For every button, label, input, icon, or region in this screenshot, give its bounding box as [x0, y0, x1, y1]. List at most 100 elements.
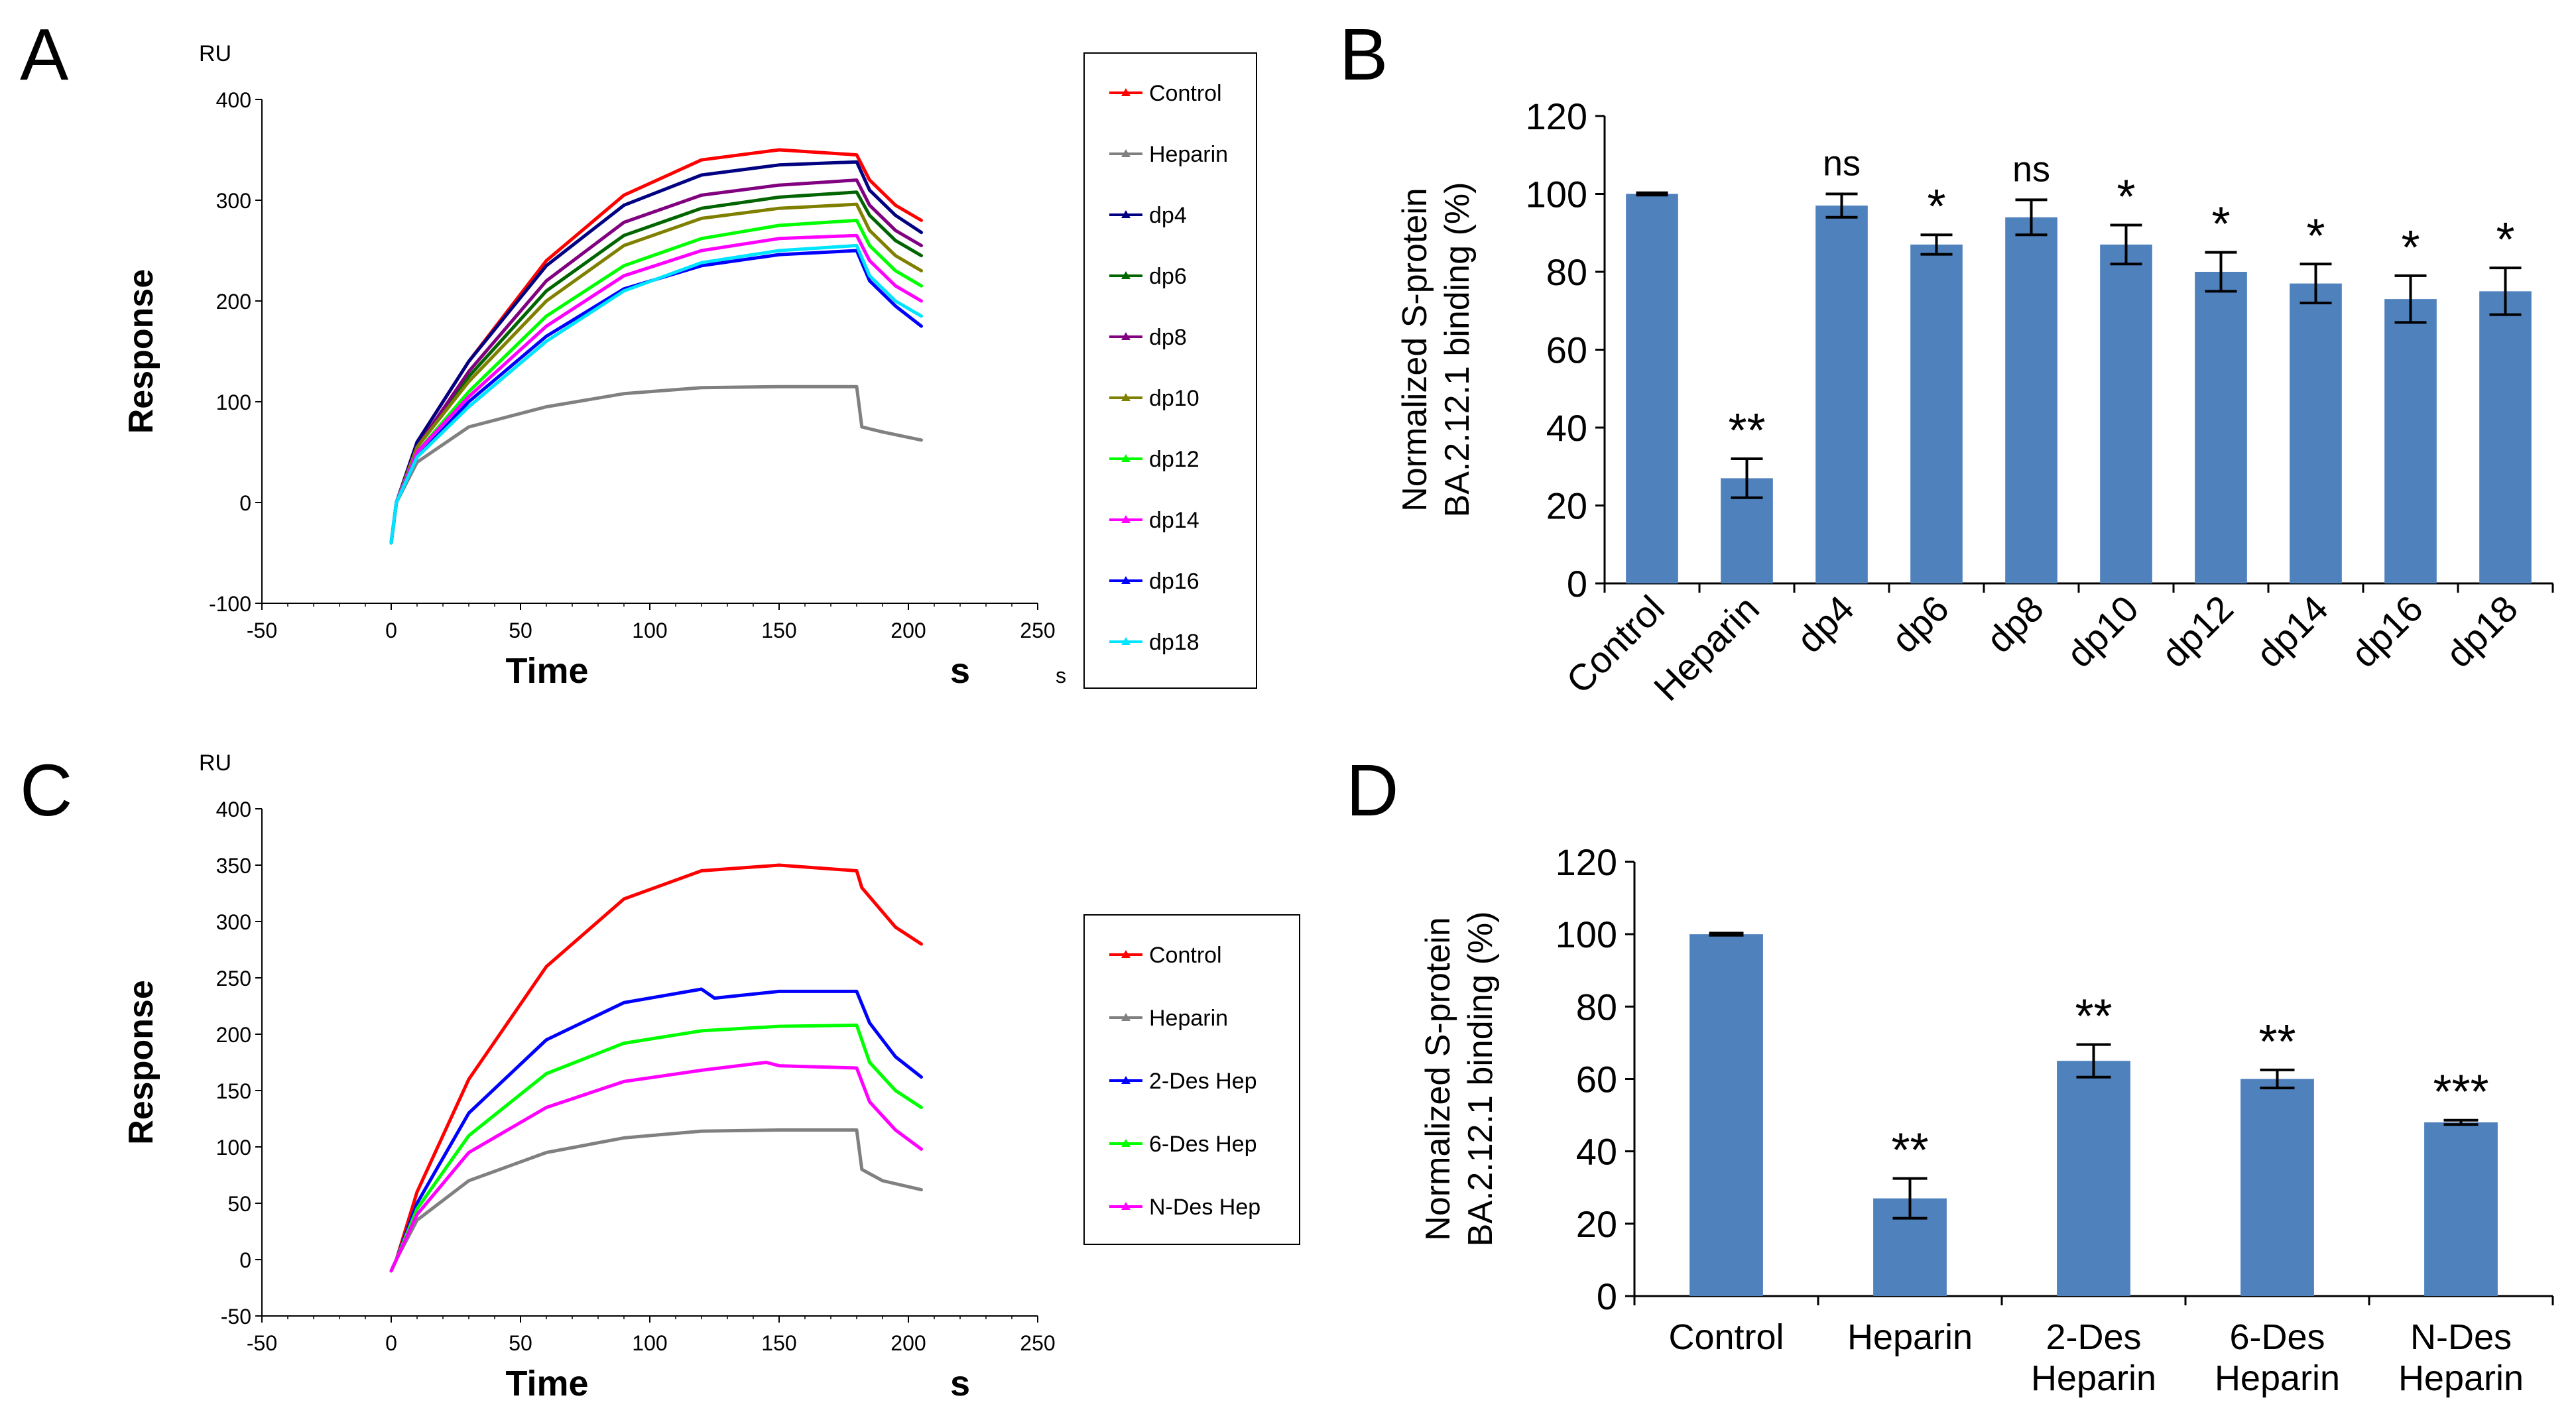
- legend-label-dp18: dp18: [1149, 630, 1199, 655]
- x-category-label: Heparin: [2031, 1358, 2156, 1398]
- significance-label: ns: [2012, 149, 2050, 189]
- y-axis-label-line1-d: Normalized S-protein: [1419, 917, 1457, 1240]
- legend-label-dp4: dp4: [1149, 203, 1187, 228]
- bar: [1815, 206, 1868, 583]
- legend-label-dp10: dp10: [1149, 386, 1199, 411]
- y-axis-label-c: Response: [122, 980, 160, 1145]
- legend-label-dp14: dp14: [1149, 508, 1199, 533]
- panel-d: 0 20 40 60 80 100 120 Normalized S-protein BA.2.…: [1419, 841, 2554, 1398]
- x-category-label: dp16: [2343, 587, 2431, 676]
- y-tick-label: 0: [239, 1248, 251, 1272]
- x-category-label: Heparin: [2215, 1358, 2340, 1398]
- x-category-label: dp8: [1978, 587, 2052, 661]
- bar: [2424, 1122, 2498, 1296]
- bar: [2479, 291, 2532, 583]
- y-tick-label: 20: [1546, 485, 1587, 527]
- series-line-dp4: [389, 160, 923, 545]
- y-tick-label: 40: [1576, 1131, 1617, 1173]
- y-tick-label: 200: [216, 290, 251, 314]
- panel-b: 0 20 40 60 80 100 120 Normalized S-protein BA.2.…: [1396, 95, 2554, 709]
- y-tick-label: 100: [216, 390, 251, 414]
- x-unit-label-c: s: [950, 1364, 970, 1403]
- y-tick-label: 200: [216, 1023, 251, 1047]
- y-tick-label: 50: [227, 1192, 251, 1216]
- x-axis-label-a: Time: [505, 651, 588, 691]
- legend-label-2-des-hep: 2-Des Hep: [1149, 1069, 1257, 1094]
- legend-label-n-des-hep: N-Des Hep: [1149, 1195, 1260, 1220]
- significance-label: **: [2258, 1016, 2296, 1069]
- x-tick-label: 200: [890, 1331, 926, 1355]
- legend-marker-heparin: [1121, 1013, 1131, 1021]
- legend-label-control: Control: [1149, 943, 1222, 968]
- x-category-label: 2-Des: [2046, 1317, 2141, 1357]
- unit-label-ru: RU: [199, 41, 231, 66]
- x-tick-label: 150: [761, 1331, 796, 1355]
- bar: [2005, 217, 2057, 583]
- y-tick-label: 60: [1576, 1059, 1617, 1100]
- series-line-heparin: [389, 385, 923, 545]
- y-tick-label: -50: [221, 1305, 251, 1329]
- significance-label: *: [2401, 221, 2420, 274]
- panel-label-b: B: [1339, 14, 1388, 95]
- x-tick-label: 0: [385, 1331, 397, 1355]
- x-tick-label: 50: [509, 619, 532, 642]
- y-tick-label: 20: [1576, 1203, 1617, 1245]
- y-tick-label: 80: [1576, 986, 1617, 1028]
- x-tick-label: -50: [247, 1331, 277, 1355]
- legend-a: [1083, 52, 1257, 689]
- x-category-label: Control: [1668, 1317, 1784, 1357]
- legend-marker-dp18: [1121, 637, 1131, 645]
- legend-label-dp6: dp6: [1149, 264, 1187, 289]
- legend-marker-control: [1121, 950, 1131, 958]
- bar: [2290, 283, 2342, 583]
- bar: [1626, 194, 1678, 583]
- y-tick-label: 150: [216, 1079, 251, 1103]
- series-line-n-des-hep: [389, 1061, 923, 1273]
- legend-marker-dp6: [1121, 271, 1131, 279]
- y-tick-label: 60: [1546, 329, 1587, 371]
- x-tick-label: 100: [632, 619, 667, 642]
- legend-label-heparin: Heparin: [1149, 142, 1228, 167]
- y-tick-label: 0: [1597, 1276, 1617, 1317]
- panel-label-d: D: [1346, 750, 1398, 831]
- x-category-label: 6-Des: [2229, 1317, 2325, 1357]
- legend-marker-6-des-hep: [1121, 1139, 1131, 1147]
- y-tick-label: 400: [216, 798, 251, 821]
- panel-a: -100 0 100 200 300 400 -50 0 50 100 150 200 250 RU Res…: [122, 41, 1257, 691]
- y-axis-label-line2-d: BA.2.12.1 binding (%): [1461, 912, 1500, 1247]
- significance-label: **: [1891, 1124, 1928, 1177]
- y-tick-label: 400: [216, 88, 251, 112]
- x-category-label: Heparin: [1847, 1317, 1973, 1357]
- series-line-6-des-hep: [389, 1023, 923, 1273]
- panel-c: -50 0 50 100 150 200 250 300 350 400 -50 0 50 100 150 2…: [122, 750, 1300, 1403]
- y-axis-label-line1-b: Normalized S-protein: [1396, 188, 1434, 511]
- y-tick-label: 120: [1526, 95, 1587, 137]
- x-tick-label: 0: [385, 619, 397, 642]
- y-tick-label: 100: [216, 1136, 251, 1159]
- y-tick-label: 100: [1556, 914, 1617, 955]
- x-category-label: dp18: [2437, 587, 2526, 676]
- legend-label-control: Control: [1149, 81, 1222, 106]
- legend-label-heparin: Heparin: [1149, 1006, 1228, 1031]
- series-line-heparin: [389, 1128, 923, 1273]
- y-tick-label: 100: [1526, 174, 1587, 215]
- bar: [2057, 1061, 2130, 1296]
- legend-label-dp8: dp8: [1149, 325, 1187, 350]
- significance-label: *: [2211, 198, 2230, 251]
- bar: [2384, 299, 2437, 583]
- y-tick-label: 40: [1546, 407, 1587, 449]
- x-unit-small: s: [1056, 664, 1066, 687]
- legend-label-dp16: dp16: [1149, 569, 1199, 594]
- series-line-2-des-hep: [389, 987, 923, 1273]
- significance-label: **: [1728, 404, 1765, 457]
- legend-marker-dp4: [1121, 210, 1131, 218]
- bar: [2100, 244, 2152, 583]
- significance-label: **: [2075, 990, 2112, 1043]
- significance-label: *: [2116, 171, 2135, 224]
- x-tick-label: 100: [632, 1331, 667, 1355]
- x-category-label: Heparin: [2398, 1358, 2524, 1398]
- legend-marker-dp8: [1121, 332, 1131, 340]
- significance-label: *: [2496, 213, 2514, 267]
- series-line-dp18: [389, 243, 923, 545]
